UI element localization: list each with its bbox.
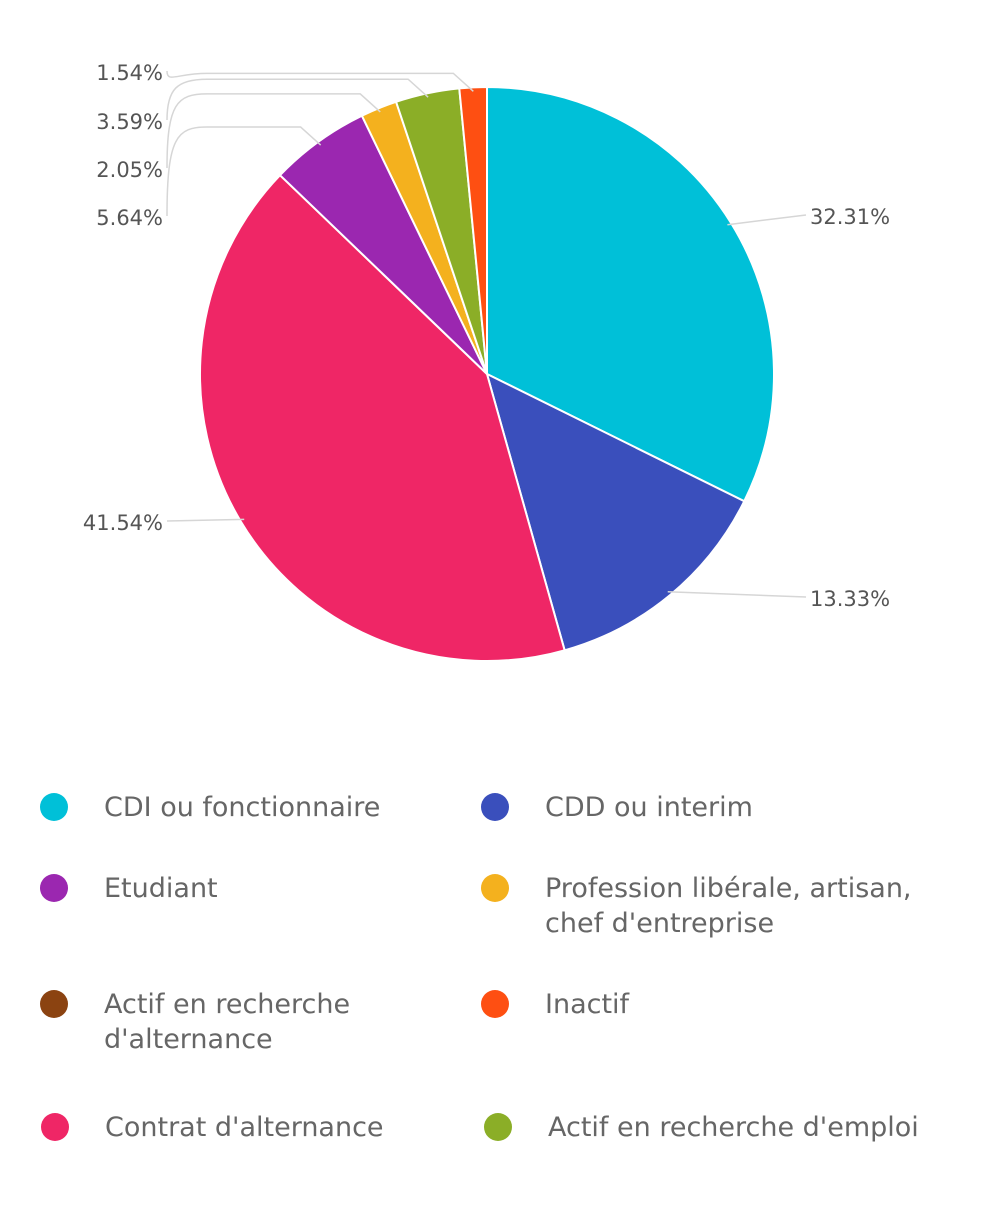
pie-slice[interactable] xyxy=(199,173,566,662)
legend-label: Etudiant xyxy=(104,873,218,904)
pie-chart: 32.31% 13.33% 41.54% 5.64% 2.05% 3.59% 1.54% xyxy=(83,61,890,662)
pie-slices xyxy=(199,85,775,662)
legend-swatch xyxy=(40,990,68,1018)
slice-percent-label: 32.31% xyxy=(810,205,890,229)
pie-slice[interactable] xyxy=(485,372,746,652)
legend-swatch xyxy=(481,990,509,1018)
legend-swatch xyxy=(481,874,509,902)
slice-percent-label: 13.33% xyxy=(810,587,890,611)
leader-line xyxy=(667,591,807,598)
legend-swatch xyxy=(40,874,68,902)
leader-line xyxy=(166,518,245,522)
slice-percent-label: 5.64% xyxy=(96,206,163,230)
leader-line xyxy=(166,93,381,169)
leader-line xyxy=(166,78,429,121)
legend-label: Contrat d'alternance xyxy=(105,1112,384,1143)
legend-swatch xyxy=(40,793,68,821)
legend-label: Inactif xyxy=(545,989,630,1020)
pie-slice[interactable] xyxy=(458,85,488,375)
legend-swatch xyxy=(41,1113,69,1141)
legend-label: Actif en recherche d'emploi xyxy=(548,1112,919,1143)
leader-line xyxy=(166,70,474,92)
legend-swatch xyxy=(481,793,509,821)
legend-swatch xyxy=(484,1113,512,1141)
slice-labels: 32.31% 13.33% 41.54% 5.64% 2.05% 3.59% 1.54% xyxy=(83,61,890,611)
slice-percent-label: 2.05% xyxy=(96,158,163,182)
legend-label: CDI ou fonctionnaire xyxy=(104,792,381,823)
legend-label: Profession libérale, artisan, chef d'ent… xyxy=(545,873,912,939)
pie-slice[interactable] xyxy=(486,85,775,503)
slice-percent-label: 3.59% xyxy=(96,110,163,134)
leader-line xyxy=(727,214,807,226)
slice-percent-label: 41.54% xyxy=(83,511,163,535)
leader-lines xyxy=(166,70,807,598)
legend-label: Actif en recherche d'alternance xyxy=(104,989,351,1055)
slice-percent-label: 1.54% xyxy=(96,61,163,85)
legend-label: CDD ou interim xyxy=(545,792,753,823)
leader-line xyxy=(166,126,322,217)
